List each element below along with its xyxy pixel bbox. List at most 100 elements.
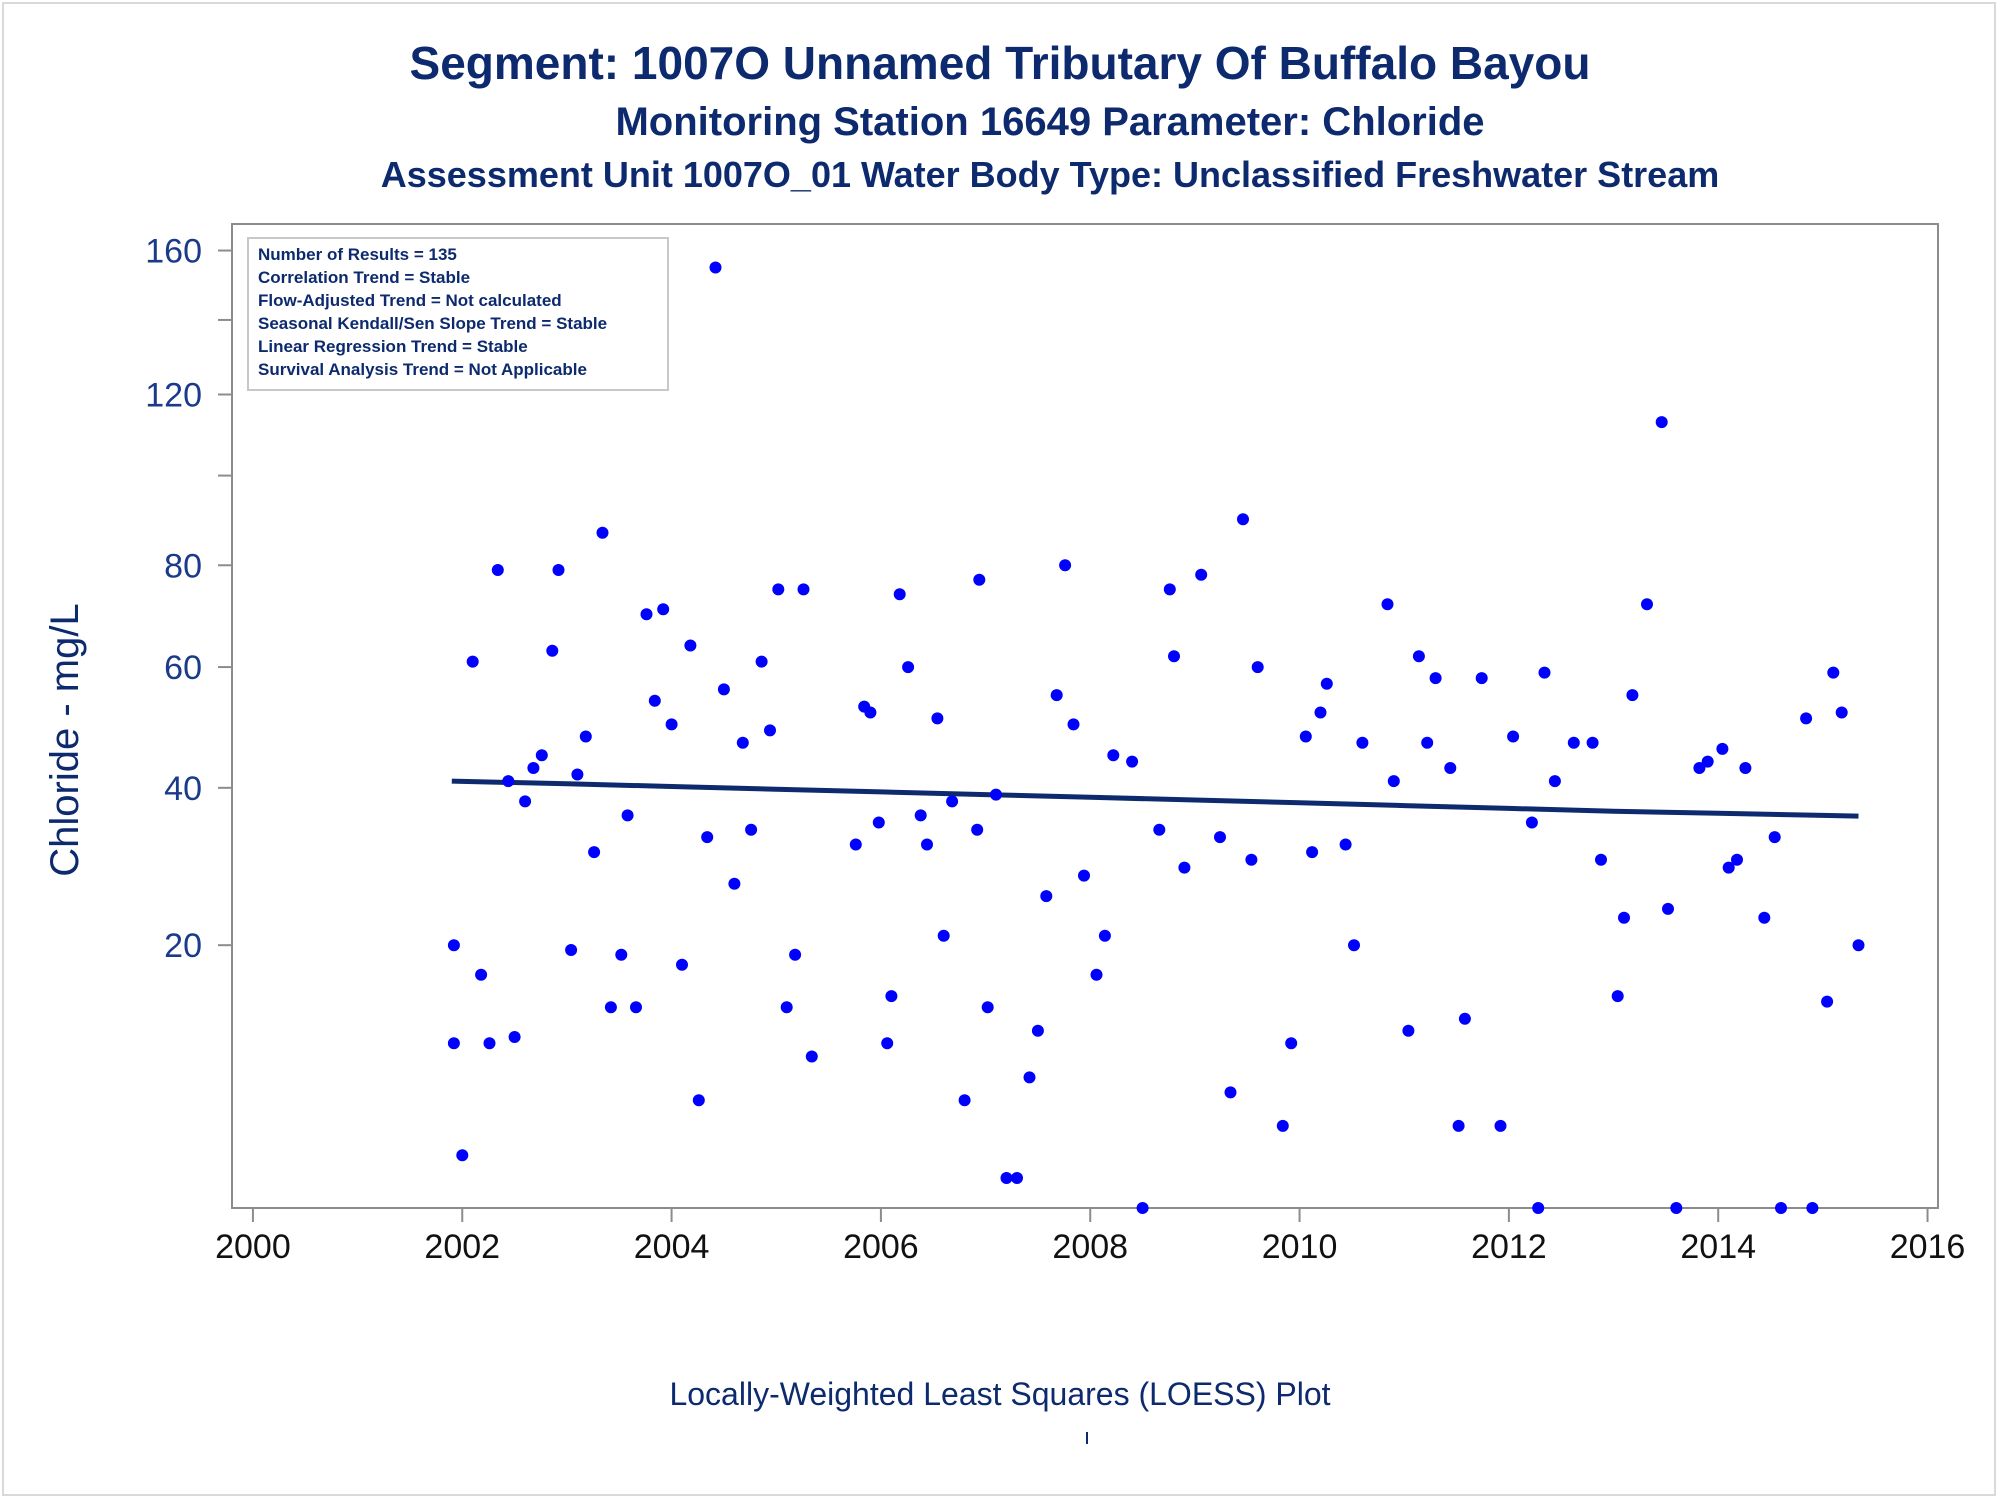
- data-point: [1758, 911, 1771, 924]
- data-point: [1507, 730, 1520, 743]
- data-point: [772, 583, 785, 596]
- data-point: [1059, 559, 1072, 572]
- data-point: [1040, 890, 1053, 903]
- x-tick-label: 2010: [1262, 1228, 1338, 1266]
- plot-method-footnote: Locally-Weighted Least Squares (LOESS) P…: [669, 1376, 1331, 1412]
- data-point: [709, 261, 722, 274]
- x-tick-label: 2012: [1471, 1228, 1547, 1266]
- data-point: [621, 809, 634, 822]
- data-point: [701, 831, 714, 844]
- data-point: [1806, 1202, 1819, 1214]
- data-point: [665, 718, 678, 731]
- y-tick-label: 160: [145, 233, 202, 271]
- data-point: [1525, 816, 1538, 829]
- data-point: [588, 846, 601, 859]
- data-point: [692, 1094, 705, 1107]
- data-point: [1285, 1037, 1298, 1050]
- data-point: [1701, 755, 1714, 768]
- data-point: [872, 816, 885, 829]
- data-point: [483, 1037, 496, 1050]
- data-point: [1768, 831, 1781, 844]
- data-point: [1532, 1202, 1545, 1214]
- data-point: [552, 564, 565, 576]
- x-tick-label: 2002: [424, 1228, 500, 1266]
- plot-area-frame: [231, 223, 1939, 1209]
- data-point: [615, 948, 628, 961]
- data-point: [519, 795, 532, 808]
- data-point: [640, 608, 653, 621]
- data-point: [466, 655, 479, 668]
- data-point: [1339, 838, 1352, 851]
- stats-line: Correlation Trend = Stable: [258, 268, 470, 287]
- footnote-tick: [1086, 1432, 1088, 1444]
- data-point: [565, 944, 578, 956]
- data-point: [1000, 1172, 1013, 1184]
- data-point: [1314, 706, 1327, 719]
- data-point: [1421, 736, 1434, 749]
- data-point: [1662, 902, 1674, 915]
- data-point: [535, 749, 548, 762]
- data-point: [456, 1149, 469, 1162]
- data-point: [630, 1001, 642, 1014]
- data-point: [546, 644, 559, 657]
- data-point: [475, 968, 488, 981]
- data-point: [849, 838, 862, 851]
- data-point: [780, 1001, 793, 1014]
- data-point: [990, 788, 1002, 801]
- data-point: [1299, 730, 1312, 743]
- data-point: [1078, 869, 1090, 882]
- data-point: [579, 730, 592, 743]
- data-point: [973, 573, 986, 586]
- data-point: [1168, 650, 1180, 663]
- data-point: [946, 795, 959, 808]
- data-point: [764, 724, 776, 737]
- data-point: [1800, 712, 1813, 725]
- y-tick-label: 120: [145, 377, 202, 415]
- data-point: [1595, 853, 1607, 866]
- data-point: [447, 939, 460, 952]
- data-point: [1827, 666, 1840, 679]
- data-point: [1835, 706, 1848, 719]
- stats-line: Flow-Adjusted Trend = Not calculated: [258, 291, 562, 310]
- data-point: [1821, 995, 1834, 1008]
- x-tick-label: 2006: [843, 1228, 919, 1266]
- data-point: [885, 990, 898, 1003]
- data-point: [1716, 742, 1729, 755]
- chart-subtitle: Monitoring Station 16649 Parameter: Chlo…: [615, 100, 1485, 144]
- data-point: [1067, 718, 1080, 731]
- data-point: [931, 712, 944, 725]
- data-point: [1251, 661, 1264, 674]
- data-point: [789, 948, 802, 961]
- data-point: [1402, 1024, 1415, 1037]
- data-point: [1011, 1172, 1023, 1184]
- data-point: [1136, 1202, 1149, 1214]
- data-point: [914, 809, 927, 822]
- data-point: [864, 706, 877, 719]
- data-point: [1693, 762, 1706, 774]
- data-point: [1655, 416, 1668, 429]
- data-point: [745, 823, 758, 836]
- data-point: [1381, 598, 1394, 611]
- data-point: [971, 823, 984, 836]
- data-point: [797, 583, 810, 596]
- data-point: [1670, 1202, 1683, 1214]
- data-point: [1195, 568, 1208, 581]
- chart-subtitle-2: Assessment Unit 1007O_01 Water Body Type…: [380, 154, 1720, 195]
- stats-legend-box: [247, 237, 669, 391]
- y-tick-label: 40: [164, 770, 202, 808]
- data-point: [893, 588, 906, 601]
- data-point: [717, 683, 730, 696]
- data-point: [1387, 775, 1400, 788]
- data-point: [1548, 775, 1561, 788]
- data-point: [1722, 861, 1735, 874]
- data-point: [728, 877, 741, 890]
- x-tick-label: 2000: [215, 1228, 291, 1266]
- data-point: [502, 775, 515, 788]
- data-point: [491, 564, 504, 576]
- data-point: [1538, 666, 1551, 679]
- data-point: [1731, 853, 1743, 866]
- y-tick-label: 60: [164, 649, 202, 687]
- data-point: [958, 1094, 971, 1107]
- data-point: [1098, 929, 1111, 942]
